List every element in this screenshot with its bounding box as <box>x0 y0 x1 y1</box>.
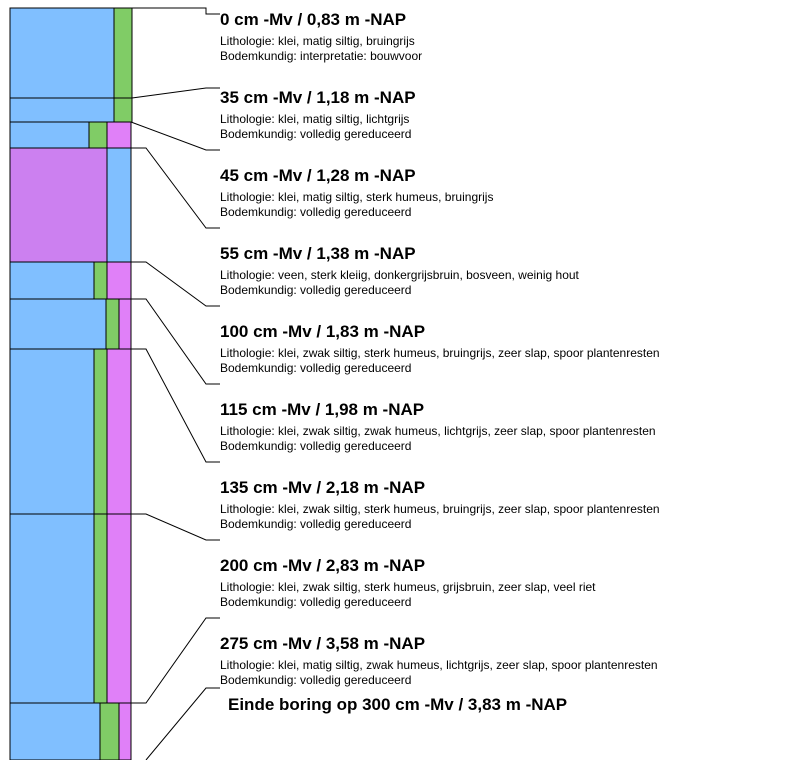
soil-bar-2b <box>106 121 132 149</box>
leader-line-5 <box>131 298 220 385</box>
layer-depth-heading: 35 cm -Mv / 1,18 m -NAP <box>220 88 416 107</box>
layer-lithology-text: Lithologie: klei, matig siltig, bruingri… <box>220 34 415 48</box>
soil-bar-6a <box>93 348 108 515</box>
soil-bar-1 <box>113 97 133 123</box>
layer-label-7: 200 cm -Mv / 2,83 m -NAP Lithologie: kle… <box>220 556 596 609</box>
lithology-block-2 <box>9 121 90 149</box>
leader-line-0 <box>132 7 220 15</box>
soil-bar-0 <box>113 7 133 99</box>
soil-bar-5b <box>118 298 132 350</box>
layer-soil-text: Bodemkundig: volledig gereduceerd <box>220 205 411 219</box>
layer-lithology-text: Lithologie: klei, zwak siltig, sterk hum… <box>220 502 660 516</box>
lithology-block-7 <box>9 513 95 704</box>
layer-lithology-text: Lithologie: klei, matig siltig, lichtgri… <box>220 112 409 126</box>
layer-lithology-text: Lithologie: klei, matig siltig, sterk hu… <box>220 190 493 204</box>
soil-bar-8a <box>99 702 120 760</box>
layer-depth-heading: 275 cm -Mv / 3,58 m -NAP <box>220 634 425 653</box>
lithology-block-6 <box>9 348 95 515</box>
layer-depth-heading: 55 cm -Mv / 1,38 m -NAP <box>220 244 416 263</box>
leader-line-2 <box>130 121 220 151</box>
leader-lines <box>130 7 220 760</box>
soil-bar-3 <box>106 147 132 263</box>
lithology-block-4 <box>9 261 95 300</box>
soil-bar-7b <box>106 513 132 704</box>
leader-line-1 <box>131 87 220 99</box>
leader-line-7 <box>131 513 220 541</box>
layer-lithology-text: Lithologie: veen, sterk kleiig, donkergr… <box>220 268 580 282</box>
soil-bar-4b <box>106 261 132 300</box>
lithology-block-1 <box>9 97 115 123</box>
layer-label-3: 55 cm -Mv / 1,38 m -NAP Lithologie: veen… <box>220 244 580 297</box>
layer-depth-heading: 135 cm -Mv / 2,18 m -NAP <box>220 478 425 497</box>
layer-lithology-text: Lithologie: klei, matig siltig, zwak hum… <box>220 658 658 672</box>
leader-line-end <box>145 687 220 760</box>
layer-label-8: 275 cm -Mv / 3,58 m -NAP Lithologie: kle… <box>220 634 658 687</box>
layer-soil-text: Bodemkundig: volledig gereduceerd <box>220 673 411 687</box>
layer-soil-text: Bodemkundig: volledig gereduceerd <box>220 439 411 453</box>
soil-bar-2a <box>88 121 108 149</box>
soil-bar-8b <box>118 702 132 760</box>
layer-depth-heading: 45 cm -Mv / 1,28 m -NAP <box>220 166 416 185</box>
layer-soil-text: Bodemkundig: volledig gereduceerd <box>220 361 411 375</box>
layer-soil-text: Bodemkundig: volledig gereduceerd <box>220 283 411 297</box>
layer-label-1: 35 cm -Mv / 1,18 m -NAP Lithologie: klei… <box>220 88 416 141</box>
soil-bar-6b <box>106 348 132 515</box>
lithology-block-0 <box>9 7 115 99</box>
end-of-boring-label: Einde boring op 300 cm -Mv / 3,83 m -NAP <box>228 695 567 714</box>
layer-lithology-text: Lithologie: klei, zwak siltig, sterk hum… <box>220 346 660 360</box>
layer-soil-text: Bodemkundig: volledig gereduceerd <box>220 517 411 531</box>
layer-soil-text: Bodemkundig: interpretatie: bouwvoor <box>220 49 422 63</box>
lithology-column <box>9 7 115 760</box>
layer-labels: 0 cm -Mv / 0,83 m -NAP Lithologie: klei,… <box>220 10 660 714</box>
layer-label-2: 45 cm -Mv / 1,28 m -NAP Lithologie: klei… <box>220 166 493 219</box>
soil-bar-5a <box>105 298 120 350</box>
layer-soil-text: Bodemkundig: volledig gereduceerd <box>220 127 411 141</box>
layer-label-5: 115 cm -Mv / 1,98 m -NAP Lithologie: kle… <box>220 400 656 453</box>
leader-line-6 <box>131 348 220 463</box>
layer-label-6: 135 cm -Mv / 2,18 m -NAP Lithologie: kle… <box>220 478 660 531</box>
layer-depth-heading: 200 cm -Mv / 2,83 m -NAP <box>220 556 425 575</box>
layer-lithology-text: Lithologie: klei, zwak siltig, zwak hume… <box>220 424 656 438</box>
layer-soil-text: Bodemkundig: volledig gereduceerd <box>220 595 411 609</box>
layer-lithology-text: Lithologie: klei, zwak siltig, sterk hum… <box>220 580 596 594</box>
lithology-block-3 <box>9 147 108 263</box>
soil-bar-4a <box>93 261 108 300</box>
soil-interpretation-column <box>88 7 133 760</box>
layer-label-0: 0 cm -Mv / 0,83 m -NAP Lithologie: klei,… <box>220 10 422 63</box>
leader-line-4 <box>131 261 220 307</box>
layer-depth-heading: 100 cm -Mv / 1,83 m -NAP <box>220 322 425 341</box>
soil-bar-7a <box>93 513 108 704</box>
lithology-block-5 <box>9 298 107 350</box>
layer-depth-heading: 115 cm -Mv / 1,98 m -NAP <box>220 400 424 419</box>
layer-depth-heading: 0 cm -Mv / 0,83 m -NAP <box>220 10 406 29</box>
leader-line-3 <box>131 147 220 229</box>
lithology-block-8 <box>9 702 101 760</box>
leader-line-8 <box>131 617 220 704</box>
layer-label-4: 100 cm -Mv / 1,83 m -NAP Lithologie: kle… <box>220 322 660 375</box>
